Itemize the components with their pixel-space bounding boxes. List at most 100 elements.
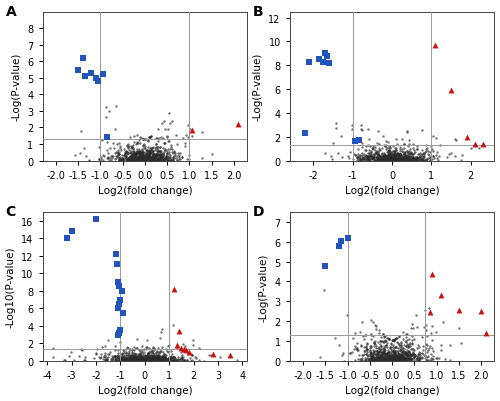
Point (394, 348, 402, 354)
Point (142, 157, 150, 163)
Point (412, 157, 420, 163)
Point (394, 156, 402, 162)
Point (164, 357, 172, 364)
Point (148, 153, 156, 159)
Point (111, 355, 119, 361)
Point (377, 154, 385, 160)
Point (400, 355, 408, 362)
Point (142, 153, 150, 160)
Point (138, 158, 146, 164)
Point (393, 358, 401, 364)
Point (122, 355, 130, 361)
Point (110, 353, 118, 360)
Point (162, 158, 170, 164)
Point (170, 357, 178, 364)
Point (133, 357, 141, 363)
Point (401, 349, 409, 356)
Point (102, 357, 110, 363)
Point (391, 349, 399, 356)
Point (329, 141, 337, 147)
Point (126, 158, 134, 164)
Point (372, 356, 380, 363)
Point (386, 357, 394, 364)
Point (378, 356, 386, 363)
Point (377, 354, 385, 361)
Point (436, 142, 444, 149)
Point (161, 356, 169, 363)
Point (358, 357, 366, 364)
Point (154, 150, 162, 157)
Point (402, 152, 410, 159)
Point (408, 352, 416, 359)
Point (390, 354, 398, 361)
Point (363, 349, 371, 356)
Point (148, 353, 156, 360)
Point (364, 355, 372, 362)
Point (140, 146, 148, 152)
Point (126, 157, 134, 164)
Point (405, 349, 413, 355)
Point (383, 350, 391, 356)
Point (376, 158, 384, 164)
Point (425, 152, 433, 158)
Point (378, 353, 386, 359)
Point (416, 154, 424, 161)
Point (368, 354, 376, 361)
Point (398, 355, 406, 362)
Point (110, 354, 118, 360)
Point (130, 353, 138, 359)
Point (154, 148, 162, 155)
Point (366, 136, 374, 143)
Point (174, 358, 182, 364)
Point (471, 141, 479, 148)
Point (392, 155, 400, 162)
Point (114, 332, 122, 338)
Point (385, 350, 393, 356)
Point (140, 356, 147, 363)
Point (321, 151, 329, 157)
Point (137, 356, 145, 363)
Point (134, 356, 142, 362)
Point (154, 353, 162, 359)
Point (366, 144, 374, 150)
Point (159, 150, 167, 157)
Point (382, 144, 390, 150)
Point (385, 144, 393, 150)
Point (418, 355, 426, 361)
Point (118, 157, 126, 164)
Point (404, 342, 412, 348)
Point (169, 357, 177, 364)
Point (434, 355, 442, 362)
Point (385, 157, 393, 163)
Point (384, 357, 392, 364)
Point (404, 155, 411, 162)
Point (380, 357, 388, 364)
Point (120, 357, 128, 363)
Point (130, 357, 138, 364)
Point (446, 342, 454, 348)
Point (392, 355, 400, 361)
Point (340, 358, 347, 364)
Point (424, 357, 432, 363)
Point (391, 356, 399, 362)
Point (116, 155, 124, 161)
Point (396, 152, 404, 158)
Point (174, 158, 182, 164)
Point (382, 156, 390, 163)
Point (366, 157, 374, 163)
Point (142, 354, 150, 361)
Point (386, 155, 394, 162)
Point (402, 356, 409, 363)
Point (380, 357, 388, 363)
Point (374, 156, 382, 162)
Point (392, 354, 400, 360)
Point (376, 357, 384, 363)
Point (101, 356, 109, 363)
Point (362, 347, 370, 353)
Point (154, 155, 162, 162)
Point (134, 154, 141, 160)
Point (381, 356, 389, 363)
Point (384, 148, 392, 155)
Point (152, 356, 160, 362)
Point (369, 352, 377, 358)
